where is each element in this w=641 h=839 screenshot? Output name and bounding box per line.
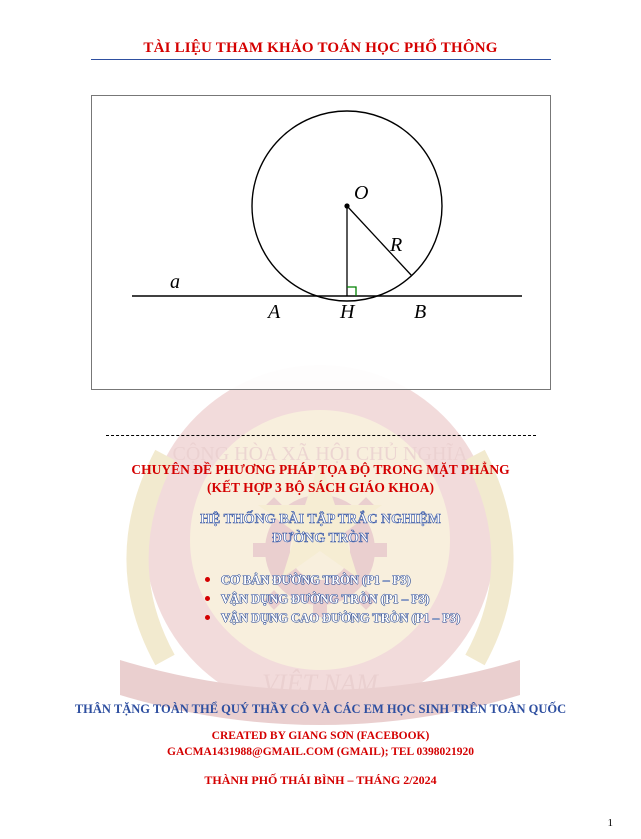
list-item: CƠ BẢN ĐƯỜNG TRÒN (P1 – P3) [205,571,591,590]
label-a: a [170,271,180,293]
section-title-line2: (KẾT HỢP 3 BỘ SÁCH GIÁO KHOA) [207,480,434,495]
label-H: H [339,301,356,323]
section-title-line1: CHUYÊN ĐỀ PHƯƠNG PHÁP TỌA ĐỘ TRONG MẶT P… [131,462,509,477]
geometry-diagram: O R a A H B [91,95,551,390]
list-item: VẬN DỤNG CAO ĐƯỜNG TRÒN (P1 – P3) [205,609,591,628]
label-R: R [389,234,402,256]
dashed-separator [106,435,536,436]
center-dot [344,203,349,208]
city-date: THÀNH PHỐ THÁI BÌNH – THÁNG 2/2024 [50,773,591,788]
credit-line2: GACMA1431988@GMAIL.COM (GMAIL); TEL 0398… [167,746,474,758]
subtitle-line1: HỆ THỐNG BÀI TẬP TRẮC NGHIỆM [200,512,441,527]
bullet-list: CƠ BẢN ĐƯỜNG TRÒN (P1 – P3) VẬN DỤNG ĐƯỜ… [205,571,591,627]
doc-title: TÀI LIỆU THAM KHẢO TOÁN HỌC PHỔ THÔNG [50,40,591,57]
title-underline [91,59,551,60]
dedication-text: THÂN TẶNG TOÀN THỂ QUÝ THẦY CÔ VÀ CÁC EM… [50,702,591,717]
right-angle-marker [347,287,356,296]
segment-OB [347,206,412,276]
label-B: B [414,301,426,323]
label-O: O [354,182,368,204]
credits: CREATED BY GIANG SƠN (FACEBOOK) GACMA143… [50,729,591,760]
page-number: 1 [608,817,614,829]
section-subtitle: HỆ THỐNG BÀI TẬP TRẮC NGHIỆM ĐƯỜNG TRÒN [50,511,591,549]
credit-line1: CREATED BY GIANG SƠN (FACEBOOK) [212,730,430,742]
list-item: VẬN DỤNG ĐƯỜNG TRÒN (P1 – P3) [205,590,591,609]
subtitle-line2: ĐƯỜNG TRÒN [272,531,369,546]
section-title: CHUYÊN ĐỀ PHƯƠNG PHÁP TỌA ĐỘ TRONG MẶT P… [50,461,591,497]
label-A: A [266,301,281,323]
